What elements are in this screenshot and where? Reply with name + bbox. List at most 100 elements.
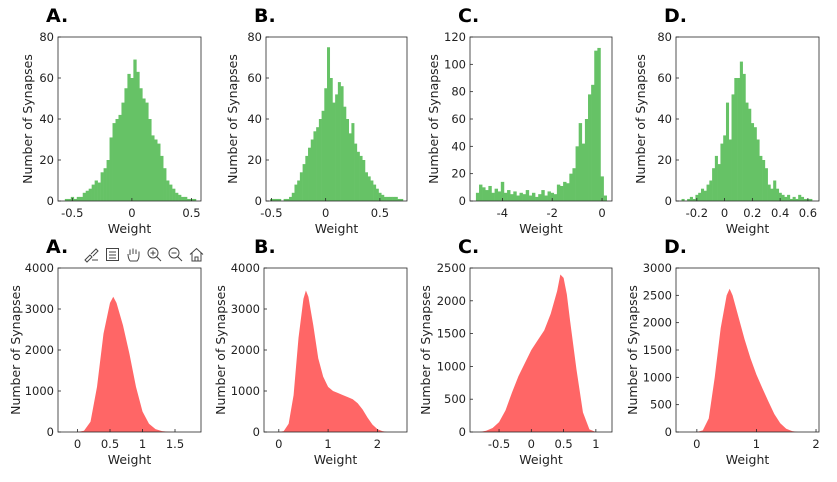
histogram-bar: [163, 168, 167, 201]
x-tick-label: 0: [598, 206, 605, 220]
histogram-panel-5: A. 0 0.5 1 1.5 0 1000 2000 3000 4000 Weight Number …: [8, 236, 202, 467]
histogram-bar: [136, 71, 140, 201]
histogram-bar: [97, 182, 101, 201]
histogram-bar: [706, 184, 710, 201]
x-tick-label: -0.5: [488, 437, 510, 451]
histogram-bar: [91, 184, 95, 201]
y-tick-label: 60: [451, 112, 466, 126]
histogram-bar: [321, 110, 325, 201]
histogram-bar: [283, 198, 287, 201]
histogram-bar: [703, 190, 707, 201]
histogram-bar: [731, 94, 735, 201]
histogram-bar: [789, 198, 793, 201]
histogram-bar: [800, 196, 805, 201]
y-tick-label: 1500: [643, 343, 672, 357]
zoom-in-button[interactable]: [145, 244, 164, 264]
histogram-bar: [547, 191, 551, 201]
zoom-out-button[interactable]: [166, 244, 185, 264]
y-tick-label: 20: [451, 167, 466, 181]
histogram-bar: [725, 102, 730, 201]
histogram-bar: [588, 94, 592, 201]
histogram-panel-7: C. -0.5 0 0.5 1 0 500 1000 1500 2000 2500 Weight Num…: [418, 236, 613, 467]
histogram-bar: [389, 196, 393, 201]
histogram-bar: [359, 155, 363, 201]
histogram-bar: [681, 198, 685, 201]
histogram-bar: [85, 190, 89, 201]
x-axis-title: Weight: [314, 452, 358, 467]
histogram-bar: [394, 196, 398, 201]
histogram-bar: [154, 139, 158, 201]
histogram-bar: [603, 195, 607, 201]
y-tick-label: 60: [247, 71, 262, 85]
histogram-series-area: [278, 290, 388, 432]
y-tick-label: 80: [451, 85, 466, 99]
histogram-bar: [513, 191, 517, 201]
panel-label: B.: [254, 5, 276, 27]
histogram-bar: [488, 185, 492, 201]
y-axis-title: Number of Synapses: [418, 285, 433, 415]
histogram-bar: [687, 198, 691, 201]
x-axis-title: Weight: [519, 221, 563, 236]
histogram-bar: [302, 164, 306, 201]
histogram-bar: [792, 196, 796, 201]
histogram-bar: [775, 188, 780, 201]
histogram-bar: [756, 139, 760, 201]
histogram-bar: [76, 196, 81, 201]
home-button[interactable]: [187, 244, 206, 264]
histogram-bar: [121, 102, 125, 201]
histogram-bar: [337, 82, 341, 201]
histogram-bar: [79, 196, 84, 201]
histogram-bar: [569, 173, 573, 201]
panel-label: D.: [664, 5, 687, 27]
x-tick-label: 0.5: [371, 206, 389, 220]
histogram-bar: [482, 187, 486, 201]
y-tick-label: 0: [47, 425, 54, 439]
panel-label: A.: [46, 5, 68, 27]
pan-button[interactable]: [124, 244, 143, 264]
y-tick-label: 0: [665, 425, 672, 439]
histogram-bar: [272, 198, 276, 201]
histogram-bar: [528, 195, 533, 201]
histogram-bar: [318, 119, 322, 201]
histogram-bar: [364, 172, 368, 201]
histogram-bar: [720, 143, 724, 201]
histogram-bar: [594, 50, 598, 201]
histogram-bar: [541, 190, 545, 201]
histogram-bar: [519, 192, 523, 201]
y-axis-title: Number of Synapses: [426, 54, 441, 184]
histogram-bar: [787, 194, 791, 201]
plot-frame: [469, 267, 613, 433]
histogram-bar: [375, 188, 379, 201]
y-tick-label: 2500: [643, 288, 672, 302]
histogram-panel-6: B. 0 1 2 0 1000 2000 3000 4000 Weight Number of Sy…: [213, 236, 408, 467]
histogram-bar: [709, 180, 713, 201]
x-tick-label: 0: [128, 206, 135, 220]
histogram-bar: [563, 181, 567, 201]
histogram-bar: [310, 139, 314, 201]
histogram-bar: [332, 102, 336, 201]
histogram-bar: [348, 133, 352, 201]
histogram-bar: [88, 188, 92, 201]
brush-button[interactable]: [82, 244, 101, 264]
histogram-bar: [560, 185, 564, 201]
histogram-bar: [275, 198, 279, 201]
x-tick-label: 0.2: [743, 206, 761, 220]
y-tick-label: 0: [459, 425, 466, 439]
y-tick-label: 1500: [437, 327, 466, 341]
histogram-bar: [525, 190, 530, 201]
histogram-bar: [187, 198, 191, 201]
y-tick-label: 0: [47, 194, 54, 208]
histogram-bar: [578, 123, 583, 201]
histogram-bar: [516, 195, 520, 201]
data-tips-button[interactable]: [103, 244, 122, 264]
histogram-bar: [291, 192, 295, 201]
histogram-bar: [497, 191, 502, 201]
histogram-bar: [734, 78, 738, 201]
y-tick-label: 2000: [231, 343, 260, 357]
panel-label: A.: [46, 236, 68, 258]
histogram-bar: [745, 102, 749, 201]
histogram-bar: [600, 176, 604, 201]
x-tick-label: 2: [374, 437, 381, 451]
